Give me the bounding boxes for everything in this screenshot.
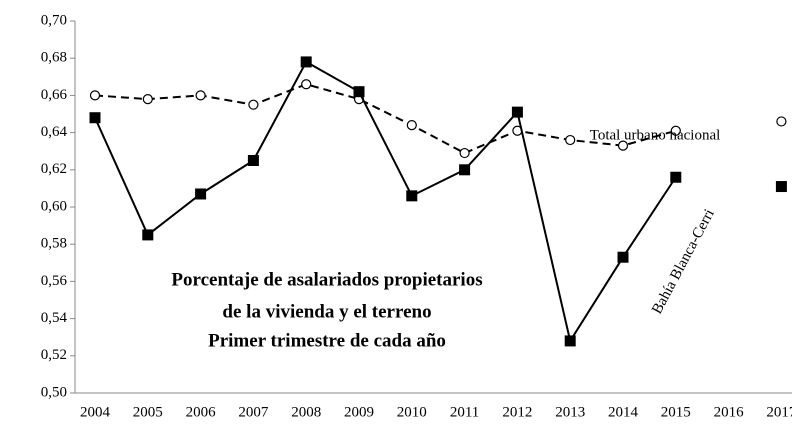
- marker: [406, 190, 418, 202]
- marker: [300, 56, 312, 68]
- x-tick-label: 2016: [714, 404, 745, 420]
- y-tick-label: 0,56: [41, 273, 68, 289]
- marker: [406, 120, 417, 131]
- y-tick-label: 0,68: [41, 50, 67, 66]
- chart-title: Primer trimestre de cada año: [208, 330, 446, 351]
- x-tick-label: 2004: [80, 404, 111, 420]
- x-tick-label: 2011: [450, 404, 479, 420]
- y-tick-label: 0,52: [41, 347, 67, 363]
- x-tick-label: 2008: [291, 404, 321, 420]
- marker: [511, 106, 523, 118]
- marker: [301, 79, 312, 90]
- marker: [89, 90, 101, 101]
- series-label: Bahía Blanca-Cerri: [649, 207, 718, 317]
- x-tick-label: 2014: [608, 404, 639, 420]
- marker: [248, 99, 259, 110]
- series-label: Total urbano nacional: [590, 127, 721, 143]
- x-tick-label: 2010: [397, 404, 427, 420]
- x-tick-label: 2012: [502, 404, 532, 420]
- marker: [353, 86, 365, 98]
- x-tick-label: 2015: [661, 404, 691, 420]
- y-tick-label: 0,58: [41, 236, 67, 252]
- marker: [89, 112, 101, 124]
- marker: [459, 164, 471, 176]
- chart-title: Porcentaje de asalariados propietarios: [171, 269, 482, 290]
- y-tick-label: 0,62: [41, 161, 67, 177]
- marker: [617, 140, 629, 151]
- x-tick-label: 2007: [238, 404, 269, 420]
- marker: [565, 134, 576, 146]
- marker: [195, 90, 206, 101]
- y-tick-label: 0,60: [41, 198, 67, 214]
- marker: [670, 125, 681, 136]
- marker: [247, 155, 259, 166]
- chart-title: de la vivienda y el terreno: [222, 301, 431, 322]
- marker: [459, 147, 470, 159]
- marker: [142, 94, 153, 105]
- y-tick-label: 0,66: [41, 87, 68, 103]
- marker: [617, 251, 629, 263]
- marker: [142, 229, 154, 241]
- x-tick-label: 2017: [766, 404, 792, 420]
- y-tick-label: 0,64: [41, 124, 68, 140]
- marker: [564, 335, 576, 347]
- x-tick-label: 2005: [133, 404, 163, 420]
- marker: [195, 188, 207, 200]
- y-tick-label: 0,50: [41, 384, 67, 400]
- x-tick-label: 2006: [186, 404, 217, 420]
- y-tick-label: 0,70: [41, 12, 67, 28]
- y-tick-label: 0,54: [41, 310, 68, 326]
- marker: [670, 171, 682, 183]
- marker: [775, 181, 787, 193]
- series-line: [94, 60, 677, 344]
- x-tick-label: 2013: [555, 404, 585, 420]
- series-line: [94, 83, 677, 155]
- marker: [776, 116, 787, 127]
- x-tick-label: 2009: [344, 404, 374, 420]
